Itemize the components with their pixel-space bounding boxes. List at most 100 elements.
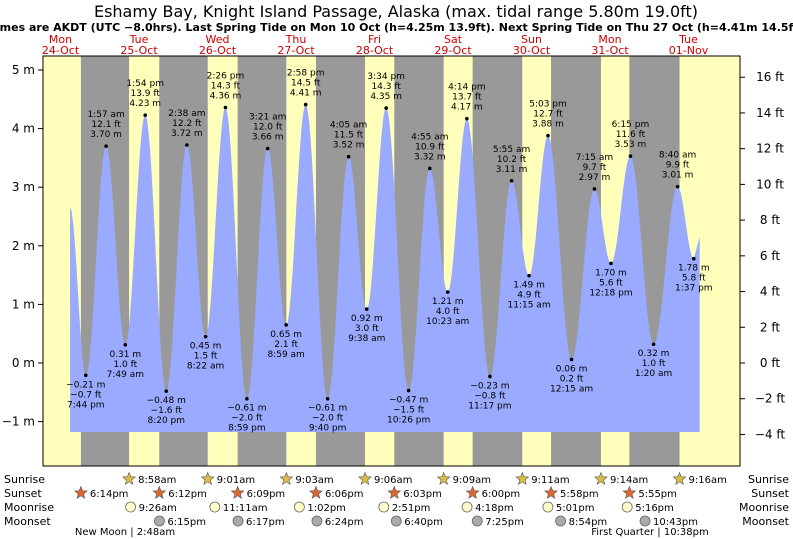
chart-subtitle: Times are AKDT (UTC −8.0hrs). Last Sprin…	[0, 21, 793, 34]
sunset-time: 5:55pm	[638, 489, 677, 500]
moonset-time: 6:15pm	[167, 517, 206, 528]
tide-time: 9:40 pm	[309, 424, 347, 434]
tide-height-m: −0.23 m	[470, 381, 509, 391]
moonrise-time: 4:18pm	[475, 503, 514, 514]
tide-height-ft: −1.5 ft	[393, 406, 425, 416]
tide-time: 10:23 am	[426, 317, 469, 327]
tide-height-m: 3.52 m	[333, 141, 365, 151]
sunset-time: 6:03pm	[403, 489, 442, 500]
row-label-left: Sunset	[4, 487, 42, 500]
row-label-right: Sunrise	[748, 473, 789, 486]
moonset-time: 6:17pm	[246, 517, 285, 528]
low-tide-point	[203, 334, 208, 339]
day-name: Thu	[285, 33, 307, 46]
right-tick-label: −2 ft	[755, 392, 786, 406]
tide-time: 12:18 pm	[589, 288, 632, 298]
moonset-time: 6:24pm	[325, 517, 364, 528]
tide-height-ft: −2.0 ft	[312, 414, 344, 424]
sunrise-time: 8:58am	[138, 475, 176, 486]
right-tick-label: 10 ft	[756, 177, 784, 191]
tide-height-m: 3.70 m	[90, 130, 122, 140]
high-tide-point	[628, 154, 633, 158]
day-name: Fri	[368, 33, 381, 46]
sunset-icon	[152, 485, 167, 499]
tide-time: 4:55 am	[411, 132, 448, 142]
high-tide-point	[303, 102, 308, 107]
tide-height-ft: 10.2 ft	[497, 155, 527, 165]
tide-height-m: −0.61 m	[308, 404, 347, 414]
left-tick-label: 4 m	[12, 122, 35, 136]
right-tick-label: 6 ft	[760, 249, 780, 263]
day-name: Tue	[129, 33, 149, 46]
left-tick-label: 1 m	[12, 297, 35, 311]
tide-height-ft: −1.6 ft	[151, 406, 183, 416]
day-date: 28-Oct	[356, 44, 394, 57]
high-tide-point	[675, 184, 680, 189]
tide-curve	[70, 104, 700, 432]
row-label-right: Moonrise	[739, 501, 789, 514]
moonset-icon	[471, 515, 483, 527]
sunrise-time: 9:01am	[217, 475, 255, 486]
day-date: 30-Oct	[513, 44, 551, 57]
sunrise-time: 9:09am	[453, 475, 491, 486]
tide-height-ft: −0.7 ft	[70, 390, 102, 400]
moonset-icon	[555, 515, 567, 527]
moonrise-icon	[621, 501, 633, 513]
moonrise-icon	[542, 501, 554, 513]
tide-time: 1:20 am	[635, 369, 672, 379]
tide-height-m: 1.70 m	[595, 268, 627, 278]
tide-time: 2:38 am	[168, 109, 205, 119]
chart-title: Eshamy Bay, Knight Island Passage, Alask…	[94, 2, 698, 21]
moonrise-time: 1:02pm	[307, 503, 346, 514]
day-date: 25-Oct	[120, 44, 158, 57]
day-date: 31-Oct	[591, 44, 629, 57]
tide-time: 1:57 am	[87, 110, 124, 120]
right-tick-label: 8 ft	[760, 213, 780, 227]
sunrise-icon	[515, 471, 530, 485]
sunset-time: 6:00pm	[482, 489, 521, 500]
moonset-icon	[311, 515, 323, 527]
low-tide-point	[164, 389, 169, 393]
moonset-icon	[154, 515, 165, 527]
moonrise-icon	[378, 501, 390, 513]
low-tide-point	[406, 388, 411, 393]
high-tide-point	[143, 113, 148, 117]
moonrise-time: 5:01pm	[556, 503, 595, 514]
tide-time: 8:59 am	[267, 350, 304, 360]
low-tide-point	[569, 357, 574, 362]
tide-height-ft: 1.0 ft	[113, 360, 137, 370]
high-tide-point	[428, 166, 432, 171]
sunrise-icon	[594, 471, 608, 485]
moonset-time: 8:54pm	[569, 517, 608, 528]
high-tide-point	[546, 133, 550, 138]
sunset-icon	[309, 485, 323, 499]
day-date: 24-Oct	[42, 44, 80, 57]
tide-height-ft: 14.3 ft	[211, 82, 241, 92]
tide-height-ft: 3.0 ft	[355, 324, 379, 334]
tide-height-m: 3.11 m	[496, 165, 528, 175]
low-tide-point	[325, 396, 330, 401]
sunrise-time: 9:14am	[610, 475, 648, 486]
tide-time: 9:38 am	[348, 334, 385, 344]
sunrise-time: 9:03am	[295, 475, 333, 486]
tide-height-m: 0.32 m	[638, 349, 670, 359]
moonrise-time: 11:11am	[223, 503, 268, 514]
tide-height-ft: 1.0 ft	[642, 359, 666, 369]
tide-height-m: 0.31 m	[109, 350, 141, 360]
tide-time: 8:40 am	[659, 151, 696, 161]
sunset-icon	[387, 485, 402, 499]
row-label-right: Sunset	[751, 487, 789, 500]
tide-time: 1:37 pm	[675, 284, 713, 294]
tide-height-m: 1.21 m	[432, 297, 464, 307]
tide-height-ft: 12.1 ft	[91, 120, 121, 130]
tide-height-ft: 12.0 ft	[253, 123, 283, 133]
sunrise-icon	[122, 471, 137, 485]
sunset-time: 6:12pm	[168, 489, 207, 500]
right-tick-label: 0 ft	[760, 356, 780, 370]
tide-height-ft: 11.5 ft	[334, 131, 364, 141]
sunset-time: 6:06pm	[325, 489, 364, 500]
day-date: 27-Oct	[277, 44, 315, 57]
tide-height-ft: −2.0 ft	[231, 414, 263, 424]
